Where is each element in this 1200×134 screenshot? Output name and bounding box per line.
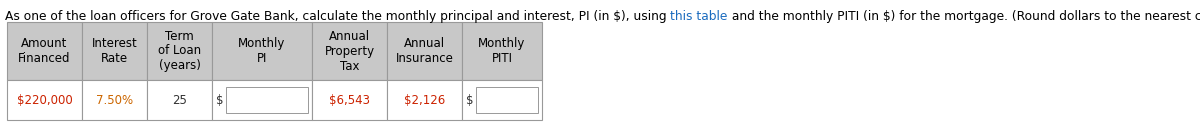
Text: $: $ (466, 94, 474, 107)
Bar (148, 22, 212, 80)
Bar (212, 22, 312, 80)
Text: 7.50%: 7.50% (96, 94, 133, 107)
Bar (148, 80, 212, 120)
Text: Monthly
PI: Monthly PI (239, 37, 286, 65)
Bar (462, 80, 542, 120)
Bar (212, 80, 312, 120)
Bar (386, 22, 462, 80)
Bar (476, 87, 538, 113)
Bar (386, 80, 462, 120)
Text: As one of the loan officers for Grove Gate Bank, calculate the monthly principal: As one of the loan officers for Grove Ga… (5, 10, 671, 23)
Text: Amount
Financed: Amount Financed (18, 37, 71, 65)
Text: and the monthly PITI (in $) for the mortgage. (Round dollars to the nearest cent: and the monthly PITI (in $) for the mort… (728, 10, 1200, 23)
Text: Term
of Loan
(years): Term of Loan (years) (158, 29, 202, 72)
Text: $2,126: $2,126 (404, 94, 445, 107)
Bar (7, 80, 82, 120)
Text: 25: 25 (172, 94, 187, 107)
Bar (312, 22, 386, 80)
Text: $220,000: $220,000 (17, 94, 72, 107)
Text: Monthly
PITI: Monthly PITI (479, 37, 526, 65)
Bar (312, 80, 386, 120)
Text: $: $ (216, 94, 223, 107)
Bar (462, 22, 542, 80)
Text: Annual
Insurance: Annual Insurance (396, 37, 454, 65)
Text: $6,543: $6,543 (329, 94, 370, 107)
Bar (7, 22, 82, 80)
Bar (226, 87, 308, 113)
Bar (82, 80, 148, 120)
Text: Interest
Rate: Interest Rate (91, 37, 137, 65)
Text: this table: this table (671, 10, 728, 23)
Bar (82, 22, 148, 80)
Text: Annual
Property
Tax: Annual Property Tax (324, 29, 374, 72)
